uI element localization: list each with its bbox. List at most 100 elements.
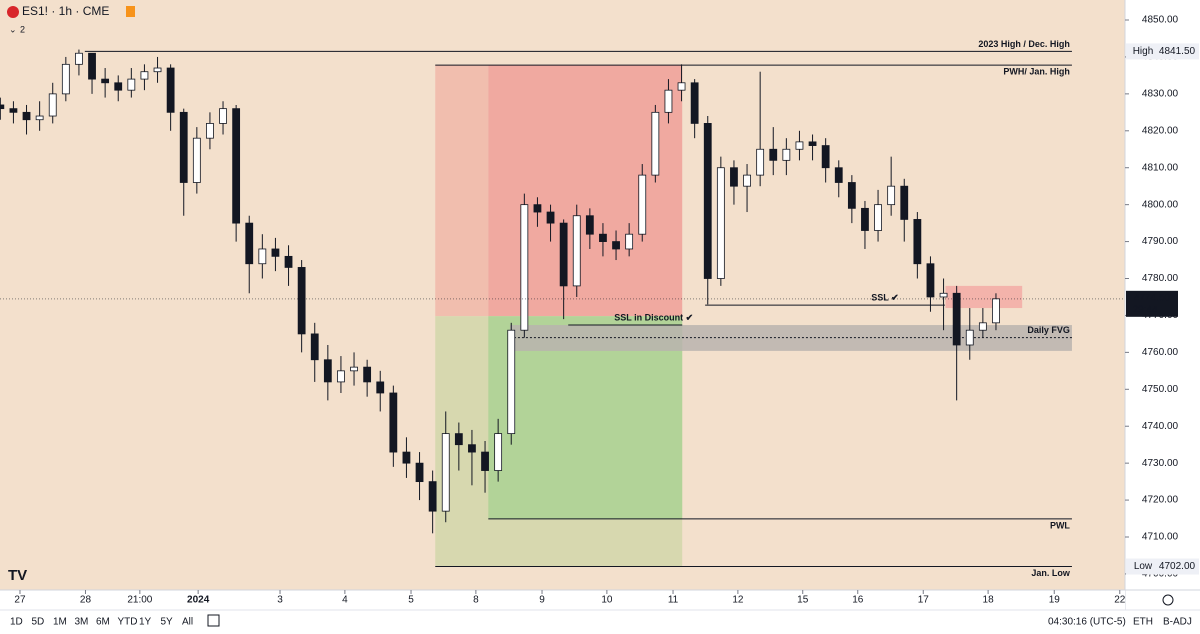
candle-body [468,444,476,453]
y-tick-label: 4750.00 [1142,384,1179,395]
candle-body [795,141,804,150]
candle-body [310,333,319,361]
candle-body [88,52,96,80]
range-button[interactable]: 3M [75,617,89,628]
candle-body [913,219,922,265]
date-range-icon[interactable] [207,614,220,627]
candle-body [297,267,306,335]
candle-body [481,451,489,471]
range-button[interactable]: YTD [118,617,138,628]
candle-body [245,222,254,265]
candle-body [703,123,712,279]
candle-body [192,137,201,183]
marker-box [1126,558,1199,575]
range-button[interactable]: 6M [96,617,110,628]
indicator-count[interactable]: 2 [20,24,25,34]
candle-body [232,108,241,224]
candle-body [35,115,44,121]
marker-value: 4702.00 [1159,561,1196,572]
y-tick-label: 4760.00 [1142,347,1179,358]
level-label: Daily FVG [1027,325,1070,335]
candle-body [75,52,83,65]
candle-body [219,108,227,124]
candle-body [861,207,869,231]
x-tick-label: 4 [342,595,348,606]
x-tick-label: 12 [732,595,744,606]
candle-body [533,204,542,213]
y-tick-label: 4800.00 [1142,199,1179,210]
candle-body [677,82,686,91]
y-tick-label: 4810.00 [1142,162,1179,173]
candle-body [271,248,280,257]
x-tick-label: 27 [14,595,26,606]
x-tick-label: 2024 [187,595,210,606]
candle-body [716,167,725,279]
candle-body [179,111,188,183]
range-button[interactable]: 5Y [161,617,174,628]
level-label: SSL ✔ [871,292,898,302]
settings-icon[interactable] [1162,594,1174,606]
candle-body [507,329,516,435]
toolbar [0,610,1200,634]
range-button[interactable]: 5D [32,617,45,628]
candle-body [651,111,660,176]
candle-body [494,433,503,471]
candle-body [638,174,647,235]
candle-body [258,248,267,265]
candle-body [389,392,398,453]
level-label: 2023 High / Dec. High [978,39,1070,49]
y-tick-label: 4710.00 [1142,532,1179,543]
candle-body [520,204,529,331]
range-button[interactable]: 1D [10,617,23,628]
candle-body [992,298,1000,324]
adjust[interactable]: B-ADJ [1163,617,1192,628]
range-button[interactable]: 1M [53,617,67,628]
y-tick-label: 4830.00 [1142,89,1179,100]
range-button[interactable]: All [182,617,193,628]
candle-body [546,211,555,224]
candle-body [978,322,987,331]
x-tick-label: 17 [918,595,930,606]
candle-body [0,104,5,110]
level-label: PWH/ Jan. High [1003,66,1070,76]
candle-body [599,233,607,242]
clock[interactable]: 04:30:16 (UTC-5) [1048,617,1126,628]
candle-body [140,71,149,80]
flag[interactable] [126,6,135,17]
candle-body [61,63,70,95]
candle-body [808,141,817,146]
candle-body [9,108,18,113]
session[interactable]: ETH [1133,617,1153,628]
range-button[interactable]: 1Y [139,617,152,628]
level-label: PWL [1050,520,1070,530]
candle-body [664,89,673,113]
candle-body [559,222,568,287]
y-tick-label: 4780.00 [1142,273,1179,284]
marker-box [1126,43,1199,60]
symbol-title[interactable]: ES1! · 1h · CME [22,4,109,18]
y-tick-label: 4820.00 [1142,125,1179,136]
x-tick-label: 9 [539,595,545,606]
x-tick-label: 15 [797,595,809,606]
candle-body [572,215,581,287]
candle-body [926,263,935,298]
x-tick-label: 21:00 [127,595,152,606]
candle-body [756,148,765,176]
candle-body [153,67,162,73]
caret[interactable]: ⌄ [9,24,17,34]
candle-body [743,174,751,187]
candle-body [101,78,110,84]
level-label: Jan. Low [1031,568,1071,578]
candle-body [350,366,358,372]
candle-body [441,433,450,512]
y-tick-label: 4790.00 [1142,236,1179,247]
y-tick-label: 4720.00 [1142,495,1179,506]
candle-body [874,204,882,231]
x-tick-label: 5 [408,595,414,606]
x-tick-label: 19 [1049,595,1061,606]
x-tick-label: 11 [668,595,679,606]
marker-value: 4841.50 [1159,46,1196,57]
candle-body [206,123,214,139]
y-tick-label: 4850.00 [1142,15,1179,26]
